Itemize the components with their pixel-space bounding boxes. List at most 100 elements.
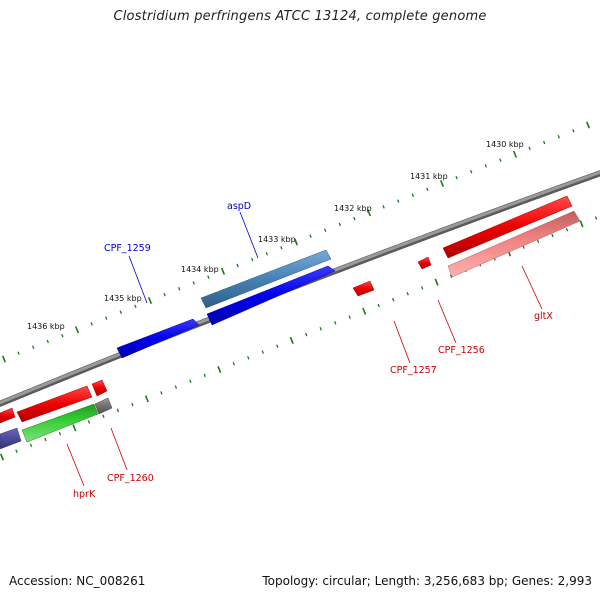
major-tick bbox=[74, 326, 80, 334]
minor-tick bbox=[174, 385, 178, 389]
outer-tick-ring bbox=[1, 121, 591, 363]
gene-hprK[interactable] bbox=[21, 403, 99, 443]
gene-label-CPF_1259: CPF_1259 bbox=[104, 243, 151, 254]
minor-tick bbox=[104, 316, 108, 320]
minor-tick bbox=[382, 205, 385, 209]
gene-CPF_1256[interactable] bbox=[417, 256, 432, 270]
gene-label-hprK: hprK bbox=[73, 489, 96, 500]
minor-tick bbox=[542, 140, 546, 145]
gene-gltX[interactable] bbox=[442, 195, 573, 259]
major-tick bbox=[220, 267, 226, 275]
gene-gltX-pink[interactable] bbox=[447, 210, 581, 278]
minor-tick bbox=[163, 292, 166, 297]
minor-tick bbox=[391, 297, 395, 302]
major-tick bbox=[289, 336, 294, 345]
minor-tick bbox=[116, 408, 120, 413]
major-tick bbox=[512, 150, 518, 158]
minor-tick bbox=[276, 344, 279, 348]
minor-tick bbox=[551, 233, 554, 238]
minor-tick bbox=[189, 379, 192, 383]
minor-tick bbox=[134, 304, 137, 309]
minor-tick bbox=[203, 373, 207, 378]
minor-tick bbox=[247, 356, 250, 360]
minor-tick bbox=[396, 199, 400, 203]
scale-label-1432: 1432 kbp bbox=[334, 204, 372, 213]
major-tick bbox=[0, 453, 5, 461]
minor-tick bbox=[61, 333, 64, 338]
minor-tick bbox=[469, 170, 473, 174]
genome-backbone bbox=[0, 170, 600, 408]
gene-aspD-second[interactable] bbox=[206, 265, 336, 326]
minor-tick bbox=[58, 431, 62, 436]
minor-tick bbox=[232, 361, 236, 366]
minor-tick bbox=[31, 345, 35, 350]
minor-tick bbox=[499, 158, 502, 162]
gene-left-red-long[interactable] bbox=[16, 385, 93, 423]
minor-tick bbox=[207, 275, 210, 279]
minor-tick bbox=[15, 449, 18, 453]
minor-tick bbox=[90, 322, 93, 326]
scale-label-1434: 1434 kbp bbox=[181, 265, 219, 274]
minor-tick bbox=[177, 287, 181, 291]
minor-tick bbox=[411, 193, 415, 197]
scale-label-1430: 1430 kbp bbox=[486, 140, 524, 149]
scale-label-1431: 1431 kbp bbox=[410, 172, 448, 181]
minor-tick bbox=[536, 239, 540, 244]
gene-leader-lines bbox=[66, 211, 543, 487]
scale-label-1436: 1436 kbp bbox=[27, 322, 65, 331]
minor-tick bbox=[338, 222, 342, 227]
major-tick bbox=[72, 424, 77, 432]
scale-label-1435: 1435 kbp bbox=[104, 294, 142, 303]
major-tick bbox=[293, 238, 299, 246]
major-tick bbox=[362, 307, 367, 315]
gene-label-CPF_1257: CPF_1257 bbox=[390, 365, 437, 376]
minor-tick bbox=[426, 187, 429, 192]
minor-tick bbox=[119, 310, 123, 314]
minor-tick bbox=[333, 321, 337, 325]
minor-tick bbox=[261, 350, 265, 354]
gene-aspD[interactable] bbox=[200, 249, 332, 309]
minor-tick bbox=[265, 251, 269, 256]
minor-tick bbox=[319, 327, 322, 331]
minor-tick bbox=[29, 443, 33, 448]
gene-label-CPF_1256: CPF_1256 bbox=[438, 345, 485, 356]
genome-summary: Topology: circular; Length: 3,256,683 bp… bbox=[262, 574, 592, 588]
map-title: Clostridium perfringens ATCC 13124, comp… bbox=[113, 9, 487, 24]
minor-tick bbox=[572, 129, 575, 133]
minor-tick bbox=[484, 164, 488, 168]
minor-tick bbox=[594, 216, 598, 220]
major-tick bbox=[217, 366, 222, 374]
major-tick bbox=[1, 355, 7, 363]
gene-CPF_1257[interactable] bbox=[352, 280, 375, 297]
minor-tick bbox=[87, 420, 91, 424]
gene-label-aspD: aspD bbox=[227, 201, 251, 212]
major-tick bbox=[434, 278, 439, 286]
gene-left-red-small[interactable] bbox=[0, 407, 16, 424]
minor-tick bbox=[420, 286, 424, 290]
minor-tick bbox=[250, 257, 254, 262]
minor-tick bbox=[131, 402, 134, 407]
minor-tick bbox=[455, 175, 458, 180]
scale-label-1433: 1433 kbp bbox=[258, 235, 296, 244]
gene-CPF_1260[interactable] bbox=[94, 397, 113, 415]
minor-tick bbox=[160, 391, 163, 395]
minor-tick bbox=[236, 263, 239, 268]
minor-tick bbox=[304, 332, 308, 337]
major-tick bbox=[439, 179, 445, 188]
gene-left-purple[interactable] bbox=[0, 427, 22, 450]
minor-tick bbox=[280, 246, 283, 250]
major-tick bbox=[147, 296, 153, 305]
minor-tick bbox=[323, 228, 327, 233]
gene-CPF_1259[interactable] bbox=[116, 318, 200, 359]
minor-tick bbox=[528, 146, 531, 151]
major-tick bbox=[366, 209, 372, 217]
gene-left-red-tiny[interactable] bbox=[91, 379, 108, 397]
minor-tick bbox=[192, 281, 196, 285]
minor-tick bbox=[46, 339, 50, 344]
accession-label: Accession: NC_008261 bbox=[9, 574, 146, 588]
minor-tick bbox=[102, 414, 105, 418]
minor-tick bbox=[406, 292, 409, 296]
minor-tick bbox=[17, 351, 20, 355]
